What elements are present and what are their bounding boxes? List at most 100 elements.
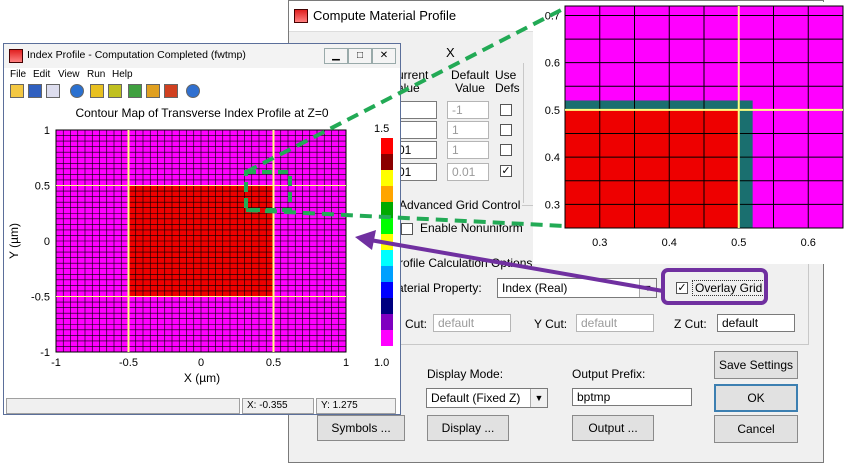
status-bar: X: -0.355 Y: 1.275 <box>6 398 398 414</box>
plot-area: Contour Map of Transverse Index Profile … <box>6 102 398 396</box>
film-icon[interactable] <box>164 84 178 98</box>
callout-arrow-line <box>369 238 664 293</box>
display-mode-value: Default (Fixed Z) <box>431 391 521 405</box>
output-button[interactable]: Output ... <box>572 415 654 441</box>
maximize-icon[interactable]: □ <box>348 48 372 64</box>
use-defs-checkbox[interactable] <box>500 104 512 116</box>
colorbar-swatch <box>381 202 393 218</box>
colorbar-swatch <box>381 138 393 154</box>
use-defs-checkbox[interactable] <box>500 124 512 136</box>
callout-arrowhead <box>355 230 376 250</box>
colorbar-swatch <box>381 154 393 170</box>
z-cut-field[interactable]: default <box>717 314 795 332</box>
default-value-field: 1 <box>447 121 489 139</box>
advanced-grid-label: Advanced Grid Control <box>397 198 523 212</box>
save-settings-button[interactable]: Save Settings <box>714 351 798 379</box>
colorbar-swatch <box>381 314 393 330</box>
toolbar <box>10 84 210 100</box>
colorbar-swatch <box>381 218 393 234</box>
contour-plot: Contour Map of Transverse Index Profile … <box>7 106 393 385</box>
windows-icon[interactable] <box>108 84 122 98</box>
cancel-button[interactable]: Cancel <box>714 415 798 443</box>
use-defs-checkbox[interactable] <box>500 144 512 156</box>
y-tick-label: -0.5 <box>31 292 50 304</box>
colorbar-min-label: 1.0 <box>374 357 389 369</box>
film-icon[interactable] <box>146 84 160 98</box>
x-tick-label: 0 <box>198 357 204 369</box>
film-icon[interactable] <box>128 84 142 98</box>
colorbar-swatch <box>381 298 393 314</box>
y-tick-label: 0.5 <box>35 181 50 193</box>
y-tick-label: 1 <box>44 125 50 137</box>
zoom-boundary-band <box>738 109 753 228</box>
close-icon[interactable]: X <box>446 45 455 60</box>
status-x: X: -0.355 <box>242 398 314 414</box>
help-icon[interactable] <box>186 84 200 98</box>
minimize-icon[interactable]: ▁ <box>324 48 348 64</box>
zoom-y-tick: 0.5 <box>545 105 560 117</box>
display-button[interactable]: Display ... <box>427 415 509 441</box>
display-mode-label: Display Mode: <box>427 367 504 381</box>
chevron-down-icon: ▼ <box>530 389 547 407</box>
grid-group-border <box>523 63 530 203</box>
symbols-button[interactable]: Symbols ... <box>317 415 405 441</box>
enable-nonuniform-checkbox[interactable] <box>401 223 413 235</box>
current-value-field[interactable]: 01 <box>393 163 437 181</box>
close-icon[interactable]: ✕ <box>372 48 396 64</box>
y-cut-field[interactable]: default <box>576 314 654 332</box>
y-tick-label: 0 <box>44 236 50 248</box>
zoom-region-box <box>244 170 292 212</box>
colorbar-swatch <box>381 186 393 202</box>
copy-icon[interactable] <box>46 84 60 98</box>
zoom-x-tick: 0.4 <box>662 237 677 249</box>
zoom-inset: 0.30.40.50.60.70.60.50.40.3 <box>533 2 845 264</box>
colorbar-swatch <box>381 330 393 346</box>
x-tick-label: -1 <box>51 357 61 369</box>
ok-button[interactable]: OK <box>714 384 798 412</box>
display-mode-select[interactable]: Default (Fixed Z) ▼ <box>426 388 548 408</box>
zoom-x-tick: 0.6 <box>801 237 816 249</box>
save-icon[interactable] <box>28 84 42 98</box>
menu-help[interactable]: Help <box>112 69 133 80</box>
menu-file[interactable]: File <box>10 69 27 80</box>
menu-run[interactable]: Run <box>87 69 106 80</box>
menu-edit[interactable]: Edit <box>33 69 51 80</box>
x-tick-label: 1 <box>343 357 349 369</box>
refresh-icon[interactable] <box>70 84 84 98</box>
output-prefix-label: Output Prefix: <box>572 367 646 381</box>
zoom-connector-bottom <box>245 208 566 228</box>
colorbar-swatch <box>381 282 393 298</box>
menu-view[interactable]: View <box>58 69 80 80</box>
zoom-y-tick: 0.4 <box>545 152 560 164</box>
default-value-field: -1 <box>447 101 489 119</box>
zoom-x-tick: 0.3 <box>592 237 607 249</box>
window-titlebar: Index Profile - Computation Completed (f… <box>4 44 400 68</box>
y-axis-label: Y (µm) <box>7 223 21 259</box>
x-tick-label: -0.5 <box>119 357 138 369</box>
zoom-y-tick: 0.6 <box>545 58 560 70</box>
dialog-title: Compute Material Profile <box>313 8 457 23</box>
zoom-core <box>565 109 739 228</box>
overlay-grid-checkbox[interactable]: ✓ <box>676 282 688 294</box>
y-tick-label: -1 <box>40 347 50 359</box>
use-defs-header: Use Defs <box>495 68 520 95</box>
index-profile-window: Index Profile - Computation Completed (f… <box>3 43 401 415</box>
x-cut-field[interactable]: default <box>433 314 511 332</box>
plot-title: Contour Map of Transverse Index Profile … <box>75 106 328 120</box>
z-cut-label: Z Cut: <box>674 317 707 331</box>
default-value-header: Default Value <box>451 68 490 95</box>
zoom-connector-top <box>245 6 566 174</box>
status-cell <box>6 398 240 414</box>
default-value-field: 0.01 <box>447 163 489 181</box>
open-icon[interactable] <box>10 84 24 98</box>
use-defs-checkbox-checked[interactable]: ✓ <box>500 165 512 177</box>
zoom-y-tick: 0.3 <box>545 199 560 211</box>
output-prefix-field[interactable]: bptmp <box>572 388 692 406</box>
grid-icon[interactable] <box>90 84 104 98</box>
x-cut-label: Cut: <box>405 317 428 331</box>
colorbar-max-label: 1.5 <box>374 123 389 135</box>
overlay-grid-callout <box>661 268 768 305</box>
colorbar-swatch <box>381 250 393 266</box>
current-value-field[interactable]: 01 <box>393 141 437 159</box>
